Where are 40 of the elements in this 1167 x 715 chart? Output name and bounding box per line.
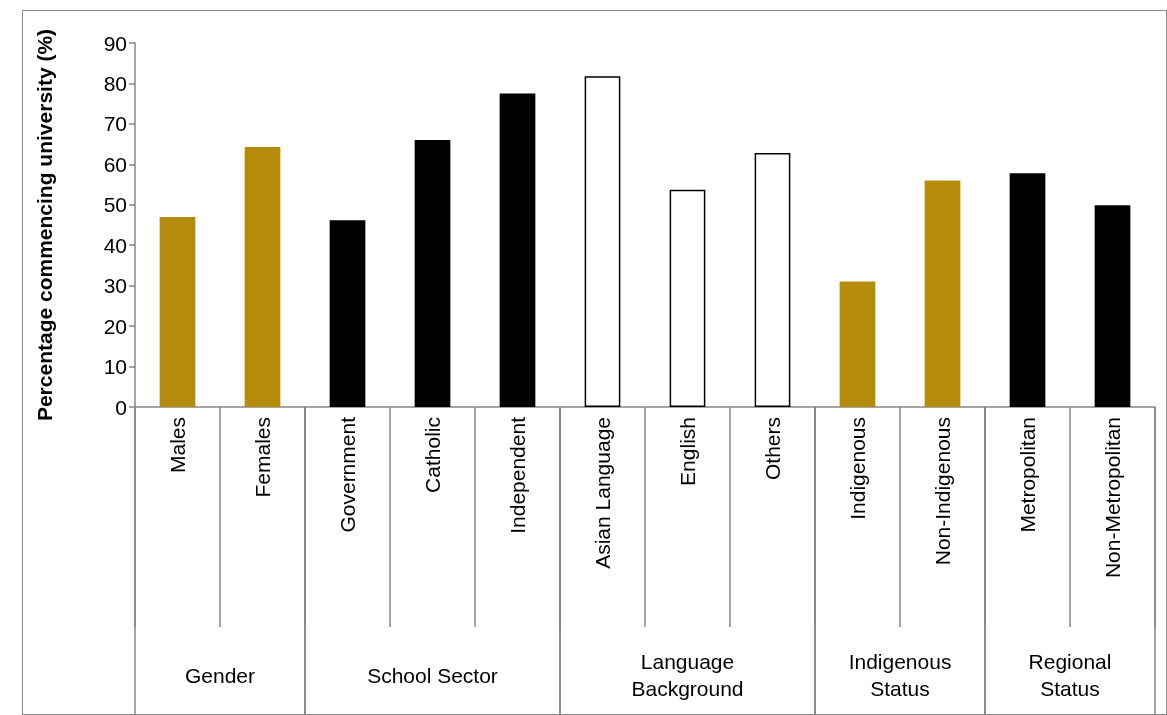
bar [1009, 173, 1046, 407]
text: Regional Status [1028, 650, 1112, 700]
x-tick-label: Non-Metropolitan [1101, 417, 1124, 579]
x-tick-label: English [676, 417, 699, 486]
x-tick-label: Males [166, 417, 189, 474]
bar [159, 216, 196, 407]
x-tick-label: Indigenous [846, 417, 869, 520]
x-tick-label: Independent [506, 416, 529, 534]
y-tick-label: 20 [103, 314, 127, 338]
bar [839, 281, 876, 407]
bar [499, 93, 536, 407]
bar [924, 180, 961, 407]
y-tick-label: 40 [103, 233, 127, 257]
bar [244, 146, 281, 407]
text: Indigenous Status [848, 650, 952, 700]
y-tick-label: 80 [103, 71, 127, 95]
x-tick-label: Females [251, 417, 274, 498]
bar [414, 140, 451, 407]
x-tick-label: Catholic [421, 417, 444, 493]
y-axis-title: Percentage commencing university (%) [33, 28, 56, 422]
y-tick-label: 10 [103, 355, 127, 379]
y-tick-label: 90 [103, 31, 127, 55]
bar [754, 153, 791, 407]
bar [1094, 205, 1131, 407]
text: Language Background [631, 650, 744, 700]
y-tick-label: 30 [103, 274, 127, 298]
y-tick-label: 60 [103, 152, 127, 176]
bar [329, 220, 366, 407]
y-tick-label: 0 [115, 395, 127, 419]
x-tick-label: Metropolitan [1016, 417, 1039, 533]
y-tick-label: 70 [103, 112, 127, 136]
x-tick-label: Others [761, 417, 784, 481]
text: School Sector [367, 663, 498, 687]
x-tick-label: Asian Language [591, 417, 614, 569]
bar [584, 76, 621, 407]
bar [669, 189, 706, 407]
text: Gender [184, 663, 256, 687]
y-tick-label: 50 [103, 193, 127, 217]
x-tick-label: Government [336, 416, 359, 533]
x-tick-label: Non-Indigenous [931, 417, 954, 566]
